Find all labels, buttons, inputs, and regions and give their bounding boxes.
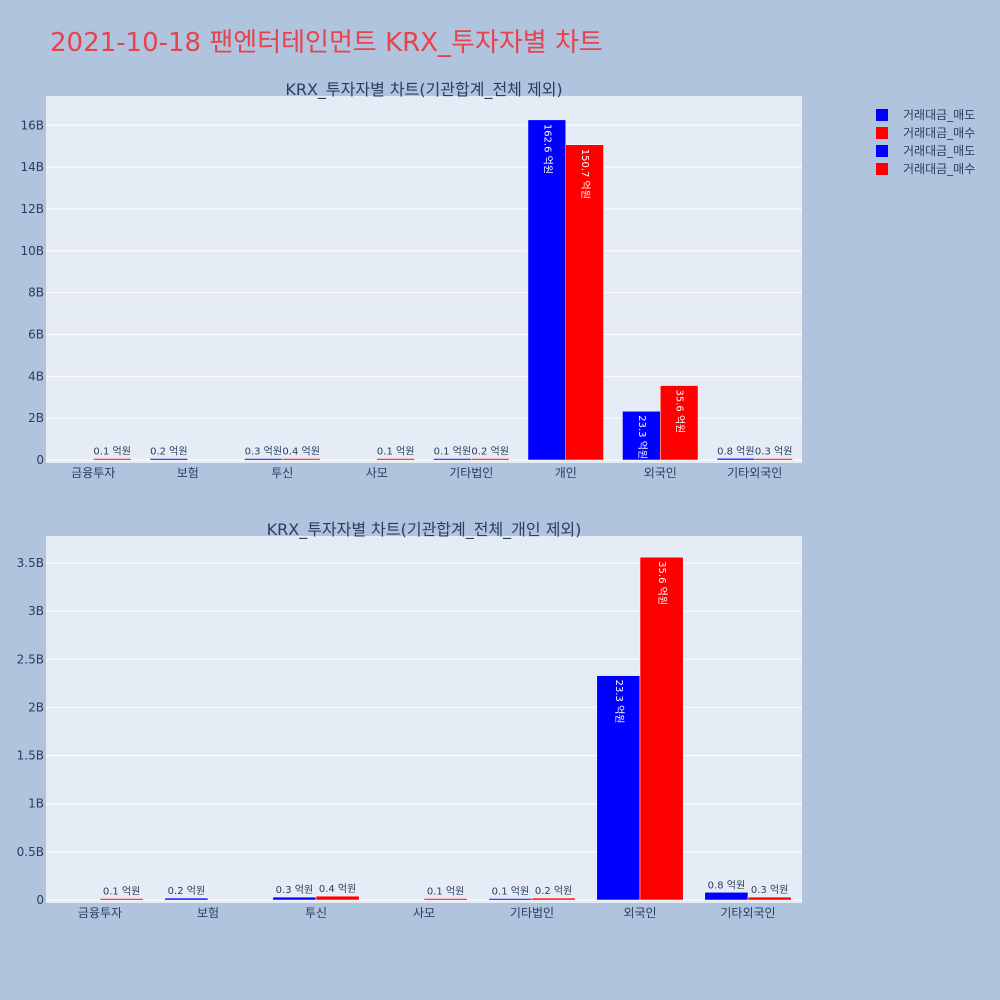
bar-buy — [747, 896, 792, 901]
x-tick-label: 기타외국인 — [727, 466, 782, 480]
x-tick-label: 투신 — [271, 466, 293, 480]
x-tick-label: 투신 — [305, 906, 327, 920]
bar-data-label: 0.4 억원 — [282, 446, 319, 458]
chart-title: KRX_투자자별 차트(기관합계_전체 제외) — [285, 80, 562, 100]
y-tick-label: 3B — [28, 604, 44, 618]
page-title: 2021-10-18 팬엔터테인먼트 KRX_투자자별 차트 — [50, 28, 603, 58]
y-tick-label: 0 — [36, 453, 44, 467]
x-tick-label: 기타법인 — [449, 466, 493, 480]
bar-data-label: 0.4 억원 — [319, 883, 356, 895]
bar-sell — [433, 458, 472, 461]
bar-buy — [315, 895, 360, 901]
bar-data-label: 0.2 억원 — [168, 885, 205, 897]
x-tick-label: 외국인 — [623, 906, 656, 920]
y-tick-label: 4B — [28, 369, 44, 383]
x-tick-label: 보험 — [197, 906, 219, 920]
y-tick-label: 3.5B — [17, 556, 44, 570]
bar-sell — [272, 896, 317, 901]
bar-data-label: 0.1 억원 — [434, 446, 471, 458]
bar-data-label: 0.8 억원 — [708, 879, 745, 891]
bar-buy — [93, 458, 132, 461]
y-tick-label: 6B — [28, 327, 44, 341]
legend-item[interactable]: 거래대금_매수 — [903, 126, 975, 140]
x-tick-label: 개인 — [555, 466, 577, 480]
y-tick-label: 2B — [28, 700, 44, 714]
y-tick-label: 2.5B — [17, 652, 44, 666]
bar-buy — [565, 144, 604, 461]
bar-sell — [716, 458, 756, 461]
bar-data-label: 0.2 억원 — [150, 446, 187, 458]
chart-title: KRX_투자자별 차트(기관합계_전체_개인 제외) — [267, 520, 582, 540]
bar-sell — [244, 458, 283, 461]
legend-swatch[interactable] — [876, 109, 888, 121]
bar-data-label: 23.3 억원 — [613, 680, 625, 724]
bar-data-label: 162.6 억원 — [541, 124, 553, 174]
plot-background — [46, 536, 802, 903]
y-tick-label: 12B — [20, 202, 44, 216]
bar-data-label: 35.6 억원 — [656, 561, 668, 605]
bar-data-label: 0.1 억원 — [93, 446, 130, 458]
x-tick-label: 사모 — [366, 466, 388, 480]
bar-sell — [164, 897, 209, 901]
bar-buy — [99, 898, 144, 901]
bar-buy — [471, 458, 510, 461]
y-tick-label: 10B — [20, 244, 44, 258]
bar-data-label: 0.3 억원 — [751, 884, 788, 896]
y-tick-label: 8B — [28, 286, 44, 300]
bar-data-label: 0.1 억원 — [427, 886, 464, 898]
x-tick-label: 기타외국인 — [720, 906, 775, 920]
legend-swatch[interactable] — [876, 145, 888, 157]
chart-bottom: 0 0.5B 1B 1.5B 2B 2.5B 3B 3.5B KRX_투자자별 차트(기관합계_… — [17, 520, 802, 920]
bar-data-label: 0.3 억원 — [276, 884, 313, 896]
x-tick-label: 사모 — [413, 906, 435, 920]
bar-buy — [639, 556, 684, 901]
legend-item[interactable]: 거래대금_매도 — [903, 108, 975, 122]
bar-data-label: 0.2 억원 — [535, 885, 572, 897]
legend-swatch[interactable] — [876, 127, 888, 139]
y-tick-label: 16B — [20, 118, 44, 132]
bar-data-label: 0.2 억원 — [471, 446, 508, 458]
bar-data-label: 0.1 억원 — [377, 446, 414, 458]
x-tick-label: 보험 — [177, 466, 199, 480]
bar-buy — [531, 897, 576, 901]
bar-data-label: 23.3 억원 — [636, 415, 648, 459]
legend-swatch[interactable] — [876, 163, 888, 175]
x-tick-label: 외국인 — [644, 466, 677, 480]
y-tick-label: 2B — [28, 411, 44, 425]
x-tick-label: 기타법인 — [510, 906, 554, 920]
bar-sell — [596, 675, 641, 901]
bar-buy — [376, 458, 415, 461]
y-tick-label: 14B — [20, 160, 44, 174]
bar-buy — [423, 898, 468, 901]
bar-sell — [704, 892, 749, 901]
bar-buy — [660, 385, 699, 461]
bar-data-label: 0.3 억원 — [245, 446, 282, 458]
bar-sell — [149, 458, 188, 461]
legend-item[interactable]: 거래대금_매수 — [903, 162, 975, 176]
bar-sell — [622, 411, 661, 461]
bar-data-label: 0.3 억원 — [755, 446, 792, 458]
bar-data-label: 35.6 억원 — [674, 390, 686, 434]
x-tick-label: 금융투자 — [78, 906, 122, 920]
bar-data-label: 0.1 억원 — [103, 886, 140, 898]
bar-data-label: 150.7 억원 — [579, 149, 591, 199]
bar-data-label: 0.1 억원 — [492, 886, 529, 898]
legend-item[interactable]: 거래대금_매도 — [903, 144, 975, 158]
x-tick-label: 금융투자 — [71, 466, 115, 480]
bar-buy — [282, 458, 321, 461]
y-tick-label: 1.5B — [17, 749, 44, 763]
bar-sell — [488, 898, 533, 901]
y-tick-label: 0 — [36, 893, 44, 907]
bar-sell — [527, 119, 567, 461]
y-tick-label: 1B — [28, 797, 44, 811]
chart-top: 0 2B 4B 6B 8B 10B 12B 14B 16B KRX_투자자별 차트(기관합계_전체… — [20, 80, 802, 480]
bar-buy — [754, 458, 793, 461]
bar-data-label: 0.8 억원 — [717, 445, 754, 457]
y-tick-label: 0.5B — [17, 845, 44, 859]
